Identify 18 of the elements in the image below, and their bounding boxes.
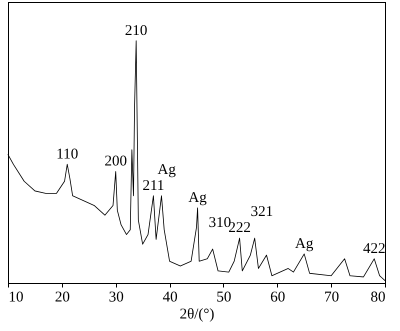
x-tick-label: 10 bbox=[8, 290, 24, 306]
annotation: Ag bbox=[188, 190, 208, 206]
annotation: 321 bbox=[250, 204, 274, 220]
x-tick-label: 60 bbox=[270, 290, 286, 306]
annotation: 110 bbox=[56, 146, 78, 162]
x-tick-label: 30 bbox=[108, 290, 124, 306]
x-tick-label: 70 bbox=[324, 290, 340, 306]
annotation: 210 bbox=[124, 22, 148, 39]
x-tick-label: 80 bbox=[370, 290, 386, 306]
annotation: 422 bbox=[362, 240, 386, 257]
annotation: Ag bbox=[157, 162, 176, 178]
x-tick-label: 50 bbox=[216, 290, 232, 306]
annotation: Ag bbox=[295, 236, 314, 252]
annotation: 211 bbox=[142, 178, 164, 194]
x-tick-label: 40 bbox=[162, 290, 178, 306]
x-tick-label: 20 bbox=[54, 290, 70, 306]
x-axis-title: 2θ/(°) bbox=[180, 306, 214, 322]
annotation: 200 bbox=[104, 154, 127, 170]
